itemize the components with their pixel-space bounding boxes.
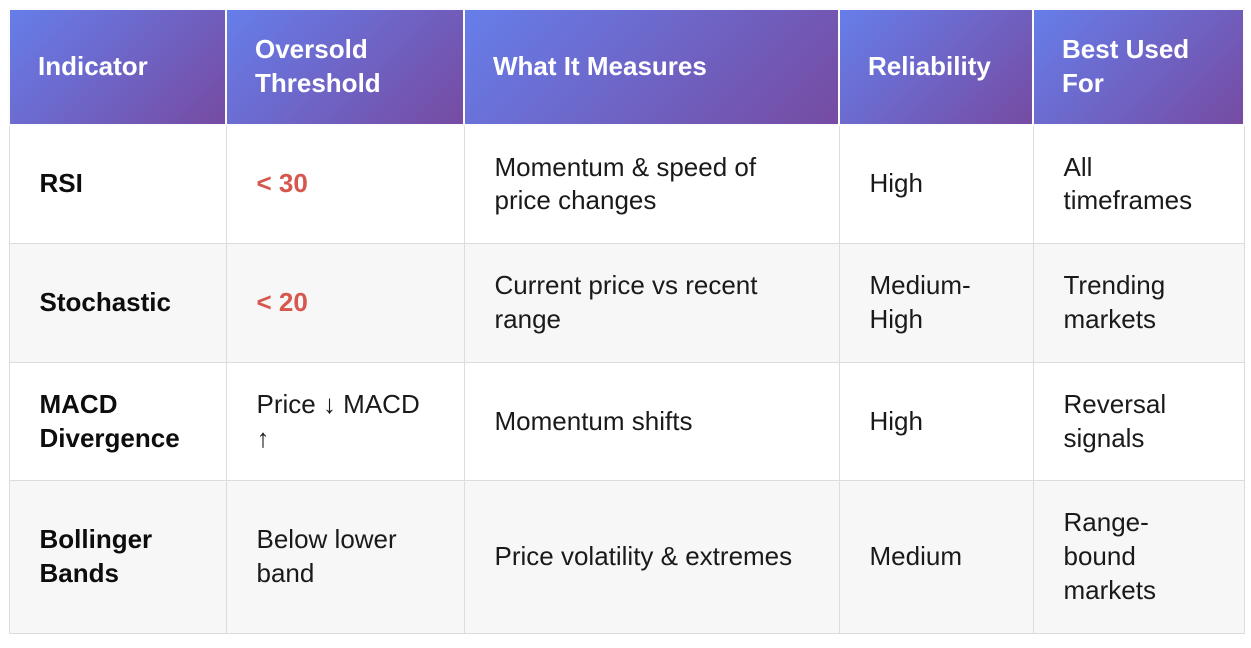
cell-reliability: High bbox=[838, 361, 1034, 482]
cell-measures: Price volatility & extremes bbox=[463, 480, 840, 634]
table-row: Bollinger Bands Below lower band Price v… bbox=[8, 480, 1245, 634]
header-row: Indicator Oversold Threshold What It Mea… bbox=[8, 8, 1245, 126]
cell-measures: Momentum & speed of price changes bbox=[463, 124, 840, 245]
cell-reliability: Medium-High bbox=[838, 243, 1034, 363]
cell-measures: Momentum shifts bbox=[463, 361, 840, 482]
cell-threshold: Below lower band bbox=[225, 480, 465, 634]
table-body: RSI < 30 Momentum & speed of price chang… bbox=[8, 124, 1245, 634]
cell-indicator: Stochastic bbox=[8, 243, 227, 363]
header-best-used-for: Best Used For bbox=[1032, 8, 1245, 126]
header-what-it-measures: What It Measures bbox=[463, 8, 840, 126]
header-reliability: Reliability bbox=[838, 8, 1034, 126]
table-row: MACD Divergence Price ↓ MACD ↑ Momentum … bbox=[8, 361, 1245, 482]
cell-threshold: Price ↓ MACD ↑ bbox=[225, 361, 465, 482]
cell-best-for: Reversal signals bbox=[1032, 361, 1245, 482]
table-row: Stochastic < 20 Current price vs recent … bbox=[8, 243, 1245, 363]
header-indicator: Indicator bbox=[8, 8, 227, 126]
indicator-comparison-table: Indicator Oversold Threshold What It Mea… bbox=[8, 8, 1245, 634]
cell-threshold: < 20 bbox=[225, 243, 465, 363]
table-row: RSI < 30 Momentum & speed of price chang… bbox=[8, 124, 1245, 245]
cell-threshold: < 30 bbox=[225, 124, 465, 245]
cell-indicator: MACD Divergence bbox=[8, 361, 227, 482]
cell-indicator: RSI bbox=[8, 124, 227, 245]
header-oversold-threshold: Oversold Threshold bbox=[225, 8, 465, 126]
cell-best-for: All timeframes bbox=[1032, 124, 1245, 245]
cell-best-for: Range-bound markets bbox=[1032, 480, 1245, 634]
cell-reliability: Medium bbox=[838, 480, 1034, 634]
table-header: Indicator Oversold Threshold What It Mea… bbox=[8, 8, 1245, 126]
cell-best-for: Trending markets bbox=[1032, 243, 1245, 363]
cell-indicator: Bollinger Bands bbox=[8, 480, 227, 634]
cell-reliability: High bbox=[838, 124, 1034, 245]
cell-measures: Current price vs recent range bbox=[463, 243, 840, 363]
